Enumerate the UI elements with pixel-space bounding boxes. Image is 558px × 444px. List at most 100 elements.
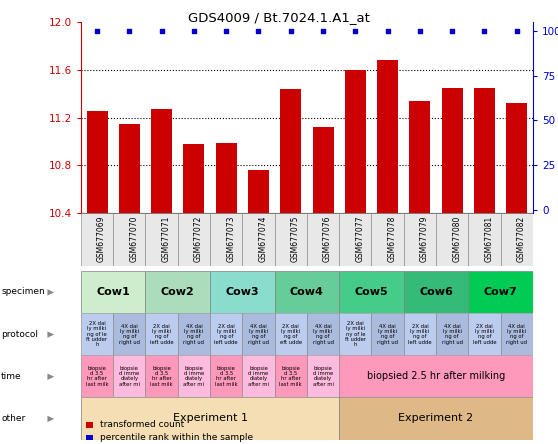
Point xyxy=(383,28,392,35)
FancyBboxPatch shape xyxy=(501,213,533,266)
FancyBboxPatch shape xyxy=(404,313,436,355)
FancyBboxPatch shape xyxy=(146,213,178,266)
Text: 4X dai
ly milki
ng of
right ud: 4X dai ly milki ng of right ud xyxy=(312,324,334,345)
Text: 4X dai
ly milki
ng of
right ud: 4X dai ly milki ng of right ud xyxy=(442,324,463,345)
FancyBboxPatch shape xyxy=(307,355,339,397)
Bar xyxy=(442,88,463,213)
Polygon shape xyxy=(47,289,54,296)
FancyBboxPatch shape xyxy=(275,313,307,355)
Text: Experiment 2: Experiment 2 xyxy=(398,413,474,424)
Text: Cow4: Cow4 xyxy=(290,287,324,297)
Text: Cow7: Cow7 xyxy=(484,287,517,297)
Point xyxy=(254,28,263,35)
FancyBboxPatch shape xyxy=(436,313,468,355)
Point xyxy=(351,28,360,35)
Bar xyxy=(248,170,269,213)
Text: GSM677073: GSM677073 xyxy=(226,216,235,262)
FancyBboxPatch shape xyxy=(339,213,372,266)
Point xyxy=(222,28,230,35)
FancyBboxPatch shape xyxy=(113,355,146,397)
Text: GSM677076: GSM677076 xyxy=(323,216,332,262)
Text: biopsie
d 3.5
hr after
last milk: biopsie d 3.5 hr after last milk xyxy=(215,366,238,387)
Text: Cow2: Cow2 xyxy=(161,287,195,297)
FancyBboxPatch shape xyxy=(210,355,242,397)
Text: 2X dai
ly milki
ny of le
ft udder
h: 2X dai ly milki ny of le ft udder h xyxy=(345,321,366,347)
Text: other: other xyxy=(1,414,25,423)
Text: 2X dai
ly milki
ng of
left udde: 2X dai ly milki ng of left udde xyxy=(150,324,174,345)
FancyBboxPatch shape xyxy=(404,213,436,266)
Text: biopsied 2.5 hr after milking: biopsied 2.5 hr after milking xyxy=(367,371,505,381)
FancyBboxPatch shape xyxy=(81,397,339,440)
FancyBboxPatch shape xyxy=(81,213,113,266)
Text: Cow3: Cow3 xyxy=(225,287,259,297)
FancyBboxPatch shape xyxy=(307,313,339,355)
FancyBboxPatch shape xyxy=(210,271,275,313)
Text: biopsie
d imme
diately
after mi: biopsie d imme diately after mi xyxy=(184,366,204,387)
Text: 2X dai
ly milki
ng of
left udde: 2X dai ly milki ng of left udde xyxy=(214,324,238,345)
Text: biopsie
d imme
diately
after mi: biopsie d imme diately after mi xyxy=(119,366,140,387)
FancyBboxPatch shape xyxy=(404,271,468,313)
Text: GSM677081: GSM677081 xyxy=(484,216,493,262)
FancyBboxPatch shape xyxy=(339,397,533,440)
FancyBboxPatch shape xyxy=(242,313,275,355)
Text: transformed count: transformed count xyxy=(100,420,185,429)
FancyBboxPatch shape xyxy=(275,271,339,313)
Bar xyxy=(312,127,334,213)
Point xyxy=(125,28,134,35)
Text: 2X dai
ly milki
ng of
eft udde: 2X dai ly milki ng of eft udde xyxy=(280,324,302,345)
FancyBboxPatch shape xyxy=(372,313,404,355)
FancyBboxPatch shape xyxy=(113,213,146,266)
Text: Cow6: Cow6 xyxy=(419,287,453,297)
FancyBboxPatch shape xyxy=(178,355,210,397)
Text: 4X dai
ly milki
ng of
right ud: 4X dai ly milki ng of right ud xyxy=(377,324,398,345)
Text: time: time xyxy=(1,372,22,381)
Text: biopsie
d imme
diately
after mi: biopsie d imme diately after mi xyxy=(312,366,334,387)
Text: Experiment 1: Experiment 1 xyxy=(172,413,248,424)
Text: GSM677074: GSM677074 xyxy=(258,216,267,262)
Text: GSM677077: GSM677077 xyxy=(355,216,364,262)
Bar xyxy=(377,60,398,213)
Text: 4X dai
ly milki
ng of
right ud: 4X dai ly milki ng of right ud xyxy=(119,324,140,345)
Bar xyxy=(151,109,172,213)
FancyBboxPatch shape xyxy=(307,213,339,266)
Text: GSM677070: GSM677070 xyxy=(129,216,138,262)
FancyBboxPatch shape xyxy=(468,271,533,313)
FancyBboxPatch shape xyxy=(146,271,210,313)
Point xyxy=(157,28,166,35)
Text: 2X dai
ly milki
ng of
left udde: 2X dai ly milki ng of left udde xyxy=(408,324,432,345)
FancyBboxPatch shape xyxy=(242,355,275,397)
FancyBboxPatch shape xyxy=(339,355,533,397)
Bar xyxy=(280,89,301,213)
Bar xyxy=(184,144,204,213)
FancyBboxPatch shape xyxy=(501,313,533,355)
Point xyxy=(189,28,199,35)
Text: 2X dai
ly milki
ng of
left udde: 2X dai ly milki ng of left udde xyxy=(473,324,496,345)
Text: GSM677080: GSM677080 xyxy=(452,216,461,262)
Text: Cow5: Cow5 xyxy=(355,287,388,297)
FancyBboxPatch shape xyxy=(178,213,210,266)
FancyBboxPatch shape xyxy=(146,355,178,397)
Text: GSM677072: GSM677072 xyxy=(194,216,203,262)
Bar xyxy=(345,70,366,213)
Bar xyxy=(474,88,495,213)
Text: protocol: protocol xyxy=(1,329,38,339)
FancyBboxPatch shape xyxy=(81,271,146,313)
FancyBboxPatch shape xyxy=(178,313,210,355)
FancyBboxPatch shape xyxy=(146,313,178,355)
Text: specimen: specimen xyxy=(1,287,45,297)
Point xyxy=(480,28,489,35)
Bar xyxy=(410,101,430,213)
FancyBboxPatch shape xyxy=(436,213,468,266)
Bar xyxy=(119,123,140,213)
FancyBboxPatch shape xyxy=(113,313,146,355)
Point xyxy=(448,28,456,35)
Text: biopsie
d imme
diately
after mi: biopsie d imme diately after mi xyxy=(248,366,269,387)
Text: GSM677075: GSM677075 xyxy=(291,216,300,262)
Point xyxy=(93,28,102,35)
FancyBboxPatch shape xyxy=(210,213,242,266)
Text: biopsie
d 3.5
hr after
last milk: biopsie d 3.5 hr after last milk xyxy=(150,366,173,387)
Text: GDS4009 / Bt.7024.1.A1_at: GDS4009 / Bt.7024.1.A1_at xyxy=(188,11,370,24)
FancyBboxPatch shape xyxy=(210,313,242,355)
Polygon shape xyxy=(47,416,54,422)
Text: 4X dai
ly milki
ng of
right ud: 4X dai ly milki ng of right ud xyxy=(248,324,269,345)
